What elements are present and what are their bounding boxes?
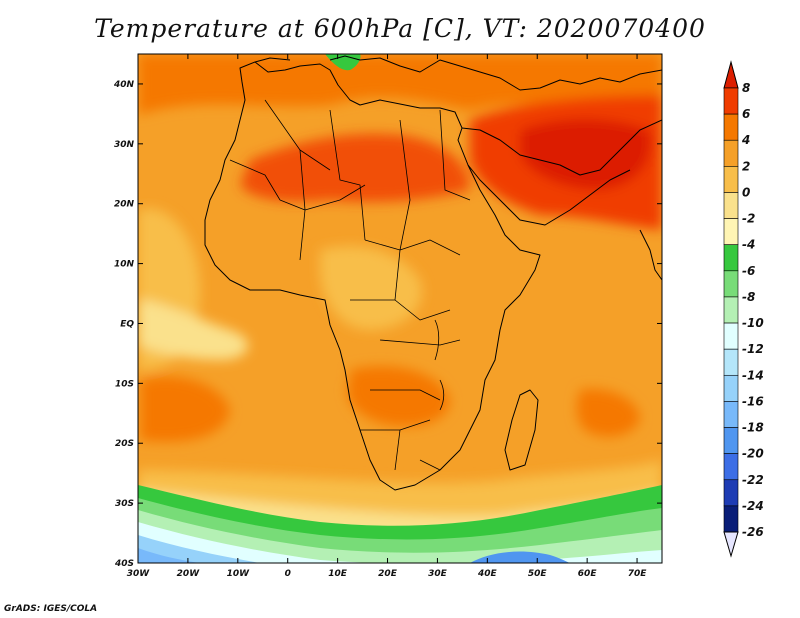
lat-tick-label: 40S <box>114 559 134 569</box>
colorbar-segment <box>723 87 739 115</box>
colorbar-segment <box>723 192 739 219</box>
colorbar-level-label: 6 <box>742 107 750 121</box>
lat-tick-label: 30N <box>114 140 135 150</box>
colorbar-level-label: 0 <box>742 185 750 199</box>
lat-tick-label: 30S <box>115 499 134 509</box>
colorbar-level-label: -22 <box>742 473 764 487</box>
lon-tick-label: 0 <box>285 569 291 579</box>
lon-tick-label: 20E <box>378 569 398 579</box>
colorbar-level-label: -10 <box>742 316 764 330</box>
lat-tick-label: 10N <box>114 260 135 270</box>
lat-tick-label: 10S <box>115 379 134 389</box>
country-borders <box>229 99 471 471</box>
border-lines <box>229 99 471 471</box>
field-band-minus20 <box>470 551 570 563</box>
lon-tick-label: 30W <box>127 569 151 579</box>
colorbar-level-label: -20 <box>742 447 764 461</box>
lat-tick-label: 20N <box>114 200 135 210</box>
colorbar-level-label: -24 <box>742 499 764 513</box>
colorbar-segment <box>723 348 739 376</box>
lon-tick-label: 10E <box>328 569 348 579</box>
colorbar-level-label: 8 <box>742 81 750 95</box>
coastlines <box>204 55 662 491</box>
field-band-minus12 <box>138 522 662 563</box>
lon-tick-label: 10W <box>227 569 251 579</box>
lon-tick-label: 70E <box>628 569 648 579</box>
colorbar-level-label: -12 <box>742 342 764 356</box>
longitude-axis: 30W 20W 10W 0 10E 20E 30E 40E 50E 60E 70E <box>127 54 647 579</box>
colorbar-level-label: 4 <box>741 133 750 147</box>
colorbar-segment <box>723 270 739 298</box>
india-coastline <box>639 229 662 281</box>
colorbar-segment <box>723 113 739 141</box>
colorbar: 8 6 4 2 0 -2 -4 -6 -8 -10 -12 -14 -16 -18 -20 -22 -24 -26 <box>723 60 764 558</box>
great-lakes <box>434 319 445 411</box>
field-north-band <box>138 54 662 120</box>
colorbar-segment <box>723 401 739 428</box>
lat-tick-label: EQ <box>120 319 134 329</box>
field-band-minus10 <box>138 510 662 563</box>
africa-coastline <box>204 61 541 491</box>
temperature-field <box>138 54 662 563</box>
colorbar-segment <box>723 374 739 402</box>
colorbar-level-label: -18 <box>742 421 764 435</box>
lon-tick-label: 40E <box>477 569 498 579</box>
colorbar-segment <box>723 296 739 324</box>
colorbar-segment <box>723 505 739 533</box>
lon-tick-label: 20W <box>177 569 201 579</box>
colorbar-segment <box>723 139 739 167</box>
colorbar-max-triangle <box>723 60 739 89</box>
map-title: Temperature at 600hPa [C], VT: 202007040… <box>94 14 706 43</box>
lat-tick-label: 40N <box>113 80 135 90</box>
europe-asia-coastline <box>254 55 662 91</box>
field-atlantic-cooler <box>138 300 249 360</box>
lon-tick-label: 60E <box>578 569 598 579</box>
colorbar-level-label: 2 <box>742 159 750 173</box>
lat-tick-label: 20S <box>115 439 134 449</box>
colorbar-min-triangle <box>723 531 739 558</box>
field-arabia-hot <box>520 118 651 190</box>
colorbar-level-label: -4 <box>742 238 755 252</box>
latitude-axis: 40N 30N 20N 10N EQ 10S 20S 30S 40S <box>113 80 662 569</box>
lon-tick-label: 30E <box>428 569 448 579</box>
colorbar-level-label: -8 <box>742 290 755 304</box>
footer-credit: GrADS: IGES/COLA <box>4 604 98 614</box>
colorbar-segment <box>723 427 739 454</box>
colorbar-level-label: -16 <box>742 394 764 408</box>
field-indian-warm <box>576 389 640 437</box>
colorbar-segment <box>723 322 739 350</box>
colorbar-segment <box>723 479 739 507</box>
colorbar-segment <box>723 244 739 272</box>
lon-tick-label: 50E <box>528 569 548 579</box>
field-band-minus16 <box>138 535 260 563</box>
field-zambia-warm <box>347 366 450 427</box>
colorbar-segment <box>723 218 739 246</box>
map-frame <box>137 53 663 564</box>
arabia-coastline-north <box>461 119 662 176</box>
colorbar-level-label: -26 <box>742 525 764 539</box>
arabia-coastline-south <box>467 164 631 226</box>
madagascar-coastline <box>504 389 539 471</box>
field-band-minus18 <box>138 548 200 563</box>
colorbar-level-label: -2 <box>742 212 755 226</box>
colorbar-segment <box>723 166 739 193</box>
field-congo-cool <box>320 246 422 330</box>
field-s-atlantic-warm <box>140 376 230 442</box>
colorbar-segment <box>723 453 739 481</box>
colorbar-level-label: -14 <box>742 368 764 382</box>
field-sahara-warm <box>240 133 470 202</box>
colorbar-level-label: -6 <box>742 264 755 278</box>
